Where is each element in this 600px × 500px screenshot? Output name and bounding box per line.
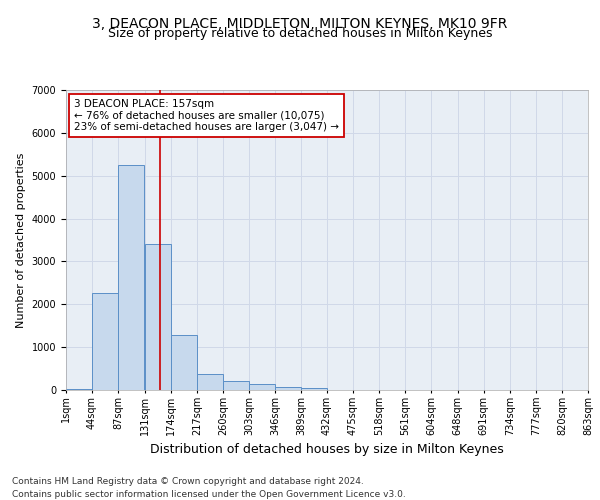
Bar xyxy=(223,381,249,390)
Bar xyxy=(197,374,223,390)
Bar xyxy=(145,244,171,390)
Text: 3 DEACON PLACE: 157sqm
← 76% of detached houses are smaller (10,075)
23% of semi: 3 DEACON PLACE: 157sqm ← 76% of detached… xyxy=(74,99,339,132)
Bar xyxy=(118,165,144,390)
Bar xyxy=(249,384,275,390)
Bar xyxy=(301,388,327,390)
Y-axis label: Number of detached properties: Number of detached properties xyxy=(16,152,26,328)
Bar xyxy=(275,388,301,390)
Text: Contains public sector information licensed under the Open Government Licence v3: Contains public sector information licen… xyxy=(12,490,406,499)
Text: 3, DEACON PLACE, MIDDLETON, MILTON KEYNES, MK10 9FR: 3, DEACON PLACE, MIDDLETON, MILTON KEYNE… xyxy=(92,18,508,32)
Text: Contains HM Land Registry data © Crown copyright and database right 2024.: Contains HM Land Registry data © Crown c… xyxy=(12,478,364,486)
Bar xyxy=(66,388,92,390)
Bar xyxy=(92,292,118,390)
X-axis label: Distribution of detached houses by size in Milton Keynes: Distribution of detached houses by size … xyxy=(150,444,504,456)
Bar xyxy=(171,335,197,390)
Text: Size of property relative to detached houses in Milton Keynes: Size of property relative to detached ho… xyxy=(108,28,492,40)
